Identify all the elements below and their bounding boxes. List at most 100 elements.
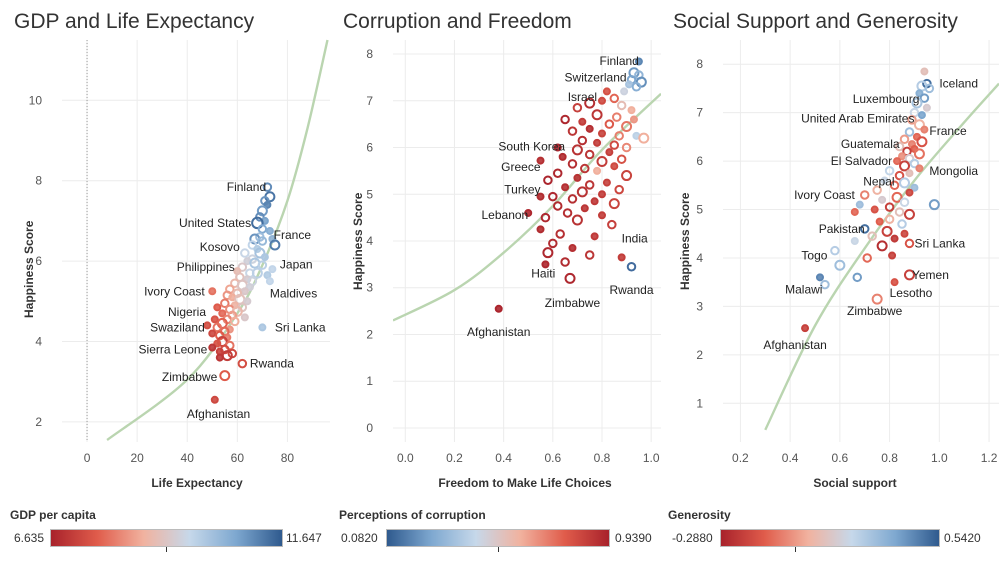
data-point[interactable] bbox=[237, 262, 248, 272]
data-point[interactable] bbox=[564, 272, 576, 284]
data-point[interactable] bbox=[605, 148, 614, 157]
data-point[interactable] bbox=[561, 183, 570, 192]
data-point[interactable] bbox=[611, 112, 622, 122]
data-point[interactable] bbox=[251, 267, 263, 279]
data-point[interactable] bbox=[897, 219, 907, 229]
data-point[interactable] bbox=[621, 170, 633, 182]
data-point[interactable] bbox=[880, 176, 889, 185]
data-point[interactable] bbox=[552, 201, 563, 211]
data-point[interactable] bbox=[213, 303, 222, 312]
data-point[interactable] bbox=[917, 111, 926, 120]
data-point[interactable] bbox=[218, 309, 227, 318]
data-point[interactable] bbox=[263, 200, 272, 209]
data-point[interactable] bbox=[894, 141, 905, 152]
data-point[interactable] bbox=[257, 260, 268, 270]
data-point[interactable] bbox=[573, 173, 582, 182]
data-point[interactable] bbox=[903, 208, 915, 220]
data-point[interactable] bbox=[913, 148, 925, 160]
data-point[interactable] bbox=[262, 182, 273, 192]
legend-generosity[interactable]: Generosity -0.2880 0.5420 bbox=[668, 508, 993, 568]
data-point[interactable] bbox=[560, 114, 570, 125]
legend-perceptions-of-corruption[interactable]: Perceptions of corruption 0.0820 0.9390 bbox=[339, 508, 659, 568]
data-point[interactable] bbox=[245, 283, 254, 292]
data-point[interactable] bbox=[910, 183, 919, 192]
data-point[interactable] bbox=[907, 115, 917, 125]
data-point[interactable] bbox=[607, 219, 617, 230]
data-point[interactable] bbox=[542, 247, 554, 259]
data-point[interactable] bbox=[871, 293, 883, 305]
data-point[interactable] bbox=[899, 177, 911, 189]
data-point[interactable] bbox=[213, 339, 222, 348]
data-point[interactable] bbox=[884, 214, 895, 224]
data-point[interactable] bbox=[890, 278, 899, 287]
data-point[interactable] bbox=[604, 119, 615, 129]
data-point[interactable] bbox=[584, 250, 595, 260]
data-point[interactable] bbox=[494, 304, 503, 313]
data-point[interactable] bbox=[591, 109, 603, 121]
data-point[interactable] bbox=[904, 238, 915, 249]
legend-color-ramp[interactable] bbox=[386, 529, 610, 547]
data-point[interactable] bbox=[602, 178, 611, 187]
data-point[interactable] bbox=[922, 103, 931, 112]
data-point[interactable] bbox=[593, 138, 602, 147]
data-point[interactable] bbox=[257, 224, 268, 234]
data-point[interactable] bbox=[920, 67, 929, 76]
data-point[interactable] bbox=[610, 162, 619, 171]
data-point[interactable] bbox=[890, 234, 899, 243]
data-point[interactable] bbox=[208, 329, 217, 338]
data-point[interactable] bbox=[621, 120, 633, 132]
data-point[interactable] bbox=[597, 190, 606, 199]
data-point[interactable] bbox=[597, 129, 606, 138]
data-point[interactable] bbox=[850, 237, 859, 245]
data-point[interactable] bbox=[265, 226, 274, 235]
data-point[interactable] bbox=[602, 87, 611, 96]
data-point[interactable] bbox=[257, 236, 268, 246]
data-point[interactable] bbox=[614, 184, 624, 195]
data-point[interactable] bbox=[889, 180, 900, 191]
data-point[interactable] bbox=[240, 313, 249, 322]
data-point[interactable] bbox=[584, 149, 595, 160]
data-point[interactable] bbox=[567, 126, 578, 136]
data-point[interactable] bbox=[536, 192, 545, 201]
data-point[interactable] bbox=[608, 198, 620, 210]
data-point[interactable] bbox=[638, 132, 650, 144]
data-point[interactable] bbox=[230, 316, 240, 327]
data-point[interactable] bbox=[576, 186, 588, 198]
data-point[interactable] bbox=[237, 358, 248, 369]
data-point[interactable] bbox=[269, 239, 281, 251]
data-point[interactable] bbox=[815, 273, 824, 282]
data-point[interactable] bbox=[801, 324, 810, 333]
data-point[interactable] bbox=[634, 57, 643, 66]
data-point[interactable] bbox=[875, 217, 884, 226]
data-point[interactable] bbox=[210, 315, 219, 324]
data-point[interactable] bbox=[555, 229, 565, 239]
data-point[interactable] bbox=[893, 157, 902, 166]
data-point[interactable] bbox=[558, 152, 567, 161]
data-point[interactable] bbox=[878, 195, 887, 204]
data-point[interactable] bbox=[859, 224, 870, 234]
data-point[interactable] bbox=[867, 231, 877, 241]
data-point[interactable] bbox=[567, 194, 578, 204]
data-point[interactable] bbox=[580, 204, 589, 213]
data-point[interactable] bbox=[894, 207, 905, 217]
data-point[interactable] bbox=[572, 103, 583, 113]
data-point[interactable] bbox=[543, 175, 553, 185]
data-point[interactable] bbox=[924, 83, 935, 94]
data-point[interactable] bbox=[904, 153, 915, 164]
data-point[interactable] bbox=[915, 164, 924, 173]
data-point[interactable] bbox=[900, 229, 909, 238]
data-point[interactable] bbox=[621, 142, 632, 153]
data-point[interactable] bbox=[585, 124, 594, 133]
data-point[interactable] bbox=[888, 251, 897, 260]
data-point[interactable] bbox=[916, 136, 928, 148]
data-point[interactable] bbox=[898, 152, 907, 161]
data-point[interactable] bbox=[626, 261, 637, 272]
data-point[interactable] bbox=[578, 117, 587, 126]
data-point[interactable] bbox=[891, 191, 903, 203]
data-point[interactable] bbox=[597, 211, 606, 220]
data-point[interactable] bbox=[820, 279, 830, 290]
data-point[interactable] bbox=[905, 188, 914, 197]
data-point[interactable] bbox=[903, 269, 915, 281]
data-point[interactable] bbox=[220, 298, 230, 309]
data-point[interactable] bbox=[928, 199, 940, 211]
